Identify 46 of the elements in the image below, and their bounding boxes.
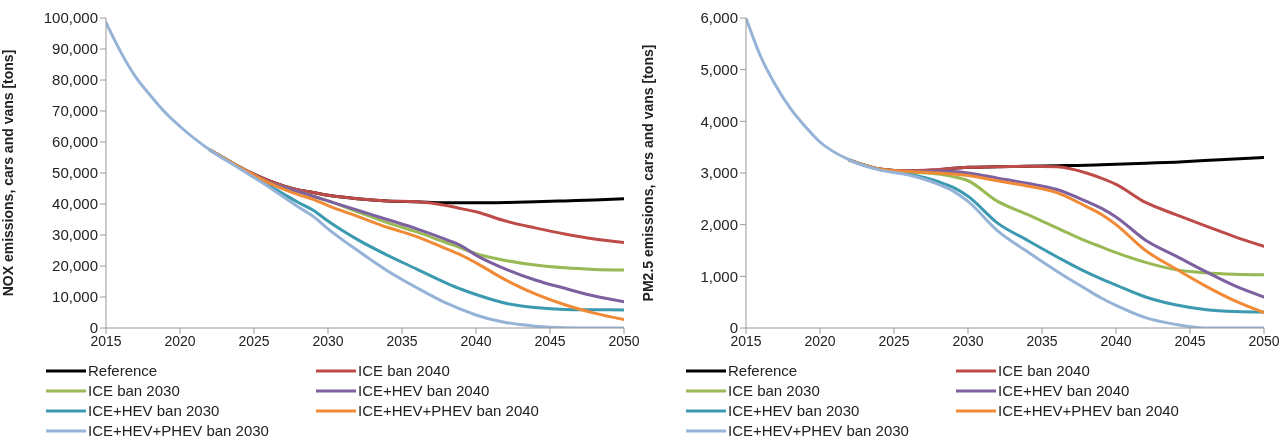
x-tick-label: 2020 [804,332,836,349]
x-tick-label: 2045 [534,332,566,349]
y-tick-label: 5,000 [700,60,738,78]
x-tick-label: 2030 [312,332,344,349]
y-tick-label: 90,000 [52,40,98,58]
legend-label: ICE+HEV+PHEV ban 2040 [998,402,1179,419]
y-tick-label: 6,000 [700,9,738,27]
x-tick-label: 2040 [460,332,492,349]
y-axis-title: NOX emissions, cars and vans [tons] [0,49,16,297]
x-tick-label: 2050 [1248,332,1280,349]
y-axis-title: PM2.5 emissions, cars and vans [tons] [639,44,656,302]
legend-label: ICE+HEV+PHEV ban 2030 [728,422,909,439]
y-tick-label: 2,000 [700,215,738,233]
y-tick-label: 1,000 [700,267,738,285]
y-tick-label: 20,000 [52,257,98,275]
legend-label: ICE ban 2030 [728,382,820,399]
legend-label: ICE+HEV+PHEV ban 2040 [358,402,539,419]
x-tick-label: 2035 [1026,332,1058,349]
y-tick-label: 80,000 [52,71,98,89]
legend-label: Reference [88,362,158,379]
x-tick-label: 2030 [952,332,984,349]
y-tick-label: 70,000 [52,102,98,120]
legend-label: ICE+HEV ban 2040 [358,382,490,399]
x-tick-label: 2035 [386,332,418,349]
legend-label: ICE ban 2040 [998,362,1090,379]
x-tick-label: 2025 [878,332,910,349]
legend-label: ICE+HEV ban 2030 [88,402,220,419]
y-tick-label: 60,000 [52,133,98,151]
legend-label: ICE ban 2030 [88,382,180,399]
y-tick-label: 10,000 [52,288,98,306]
y-tick-label: 30,000 [52,226,98,244]
legend-label: ICE+HEV ban 2030 [728,402,860,419]
legend-label: Reference [728,362,798,379]
y-tick-label: 4,000 [700,112,738,130]
x-tick-label: 2020 [164,332,196,349]
y-tick-label: 50,000 [52,164,98,182]
legend-label: ICE+HEV ban 2040 [998,382,1130,399]
legend-label: ICE ban 2040 [358,362,450,379]
x-tick-label: 2025 [238,332,270,349]
y-tick-label: 100,000 [43,9,98,27]
x-tick-label: 2040 [1100,332,1132,349]
y-tick-label: 40,000 [52,195,98,213]
x-tick-label: 2045 [1174,332,1206,349]
legend-label: ICE+HEV+PHEV ban 2030 [88,422,269,439]
x-tick-label: 2050 [608,332,640,349]
y-tick-label: 3,000 [700,164,738,182]
